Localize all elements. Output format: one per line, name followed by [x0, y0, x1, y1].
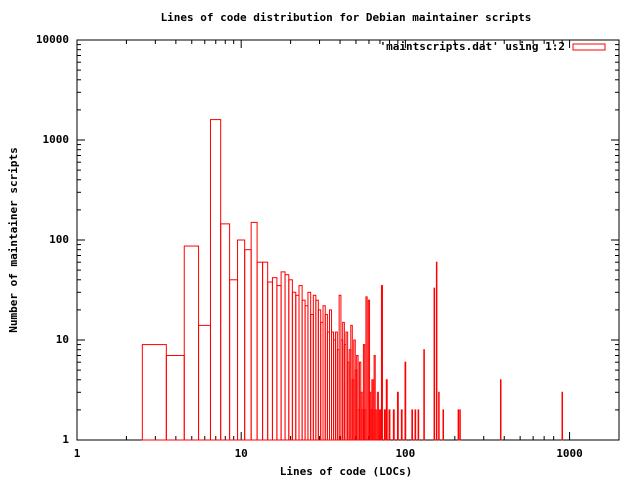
box [385, 379, 388, 441]
box [356, 354, 359, 441]
box [220, 223, 231, 441]
box [276, 285, 282, 441]
box [284, 274, 290, 441]
box [388, 409, 391, 441]
y-tick-label: 100 [49, 233, 69, 246]
box [262, 261, 269, 441]
box [499, 379, 502, 441]
box [380, 285, 383, 441]
y-tick-label: 10000 [36, 33, 69, 46]
box [244, 249, 252, 441]
x-tick-label: 1000 [556, 447, 583, 460]
box [417, 409, 420, 441]
box [404, 361, 407, 441]
box [365, 296, 368, 441]
box [198, 324, 211, 441]
box [183, 245, 200, 441]
y-tick-label: 1000 [43, 133, 70, 146]
box [457, 409, 460, 441]
box [291, 291, 297, 441]
box [367, 299, 371, 441]
box [438, 391, 440, 441]
y-axis-label: Number of maintainer scripts [7, 147, 20, 332]
legend-swatch [572, 43, 606, 51]
box [373, 354, 376, 441]
x-axis-label: Lines of code (LOCs) [280, 465, 412, 478]
box [378, 409, 381, 441]
box [383, 409, 386, 441]
box [376, 391, 379, 441]
y-tick-label: 1 [62, 433, 69, 446]
box [423, 349, 425, 441]
box [433, 287, 436, 441]
box [414, 409, 417, 441]
x-tick-label: 10 [235, 447, 248, 460]
x-tick-label: 1 [74, 447, 81, 460]
box [209, 119, 222, 441]
box [411, 409, 414, 441]
legend-label: 'maintscripts.dat' using 1:2 [380, 40, 565, 53]
box [280, 271, 286, 441]
box [392, 409, 395, 441]
box [250, 221, 258, 441]
chart-title: Lines of code distribution for Debian ma… [161, 11, 532, 24]
box [141, 344, 167, 441]
box [435, 261, 438, 441]
box [374, 409, 377, 441]
box [256, 261, 264, 441]
box [561, 391, 564, 441]
box [362, 344, 366, 441]
box [237, 239, 246, 441]
box [396, 391, 399, 441]
x-tick-label: 100 [395, 447, 415, 460]
box [271, 277, 278, 441]
box [267, 281, 273, 441]
box [371, 379, 374, 441]
box [400, 409, 403, 441]
box [442, 409, 445, 441]
box [288, 279, 293, 441]
box [459, 409, 461, 441]
y-tick-label: 10 [56, 333, 69, 346]
box [165, 354, 185, 441]
box [229, 279, 239, 441]
